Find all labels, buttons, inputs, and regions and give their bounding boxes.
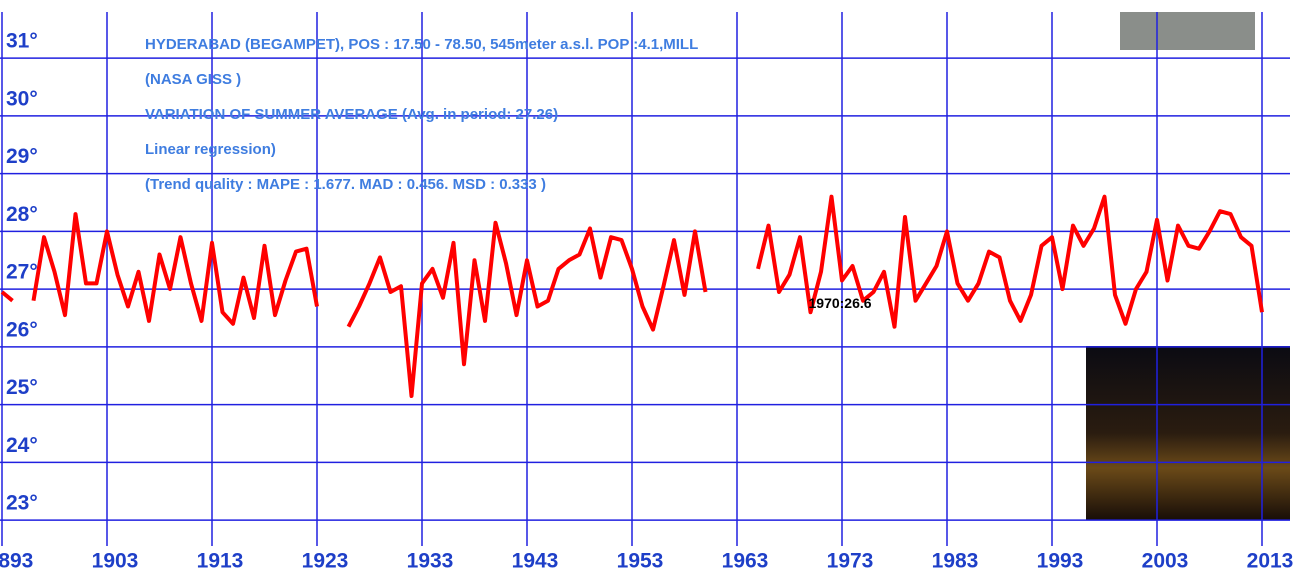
x-tick-label: 1903	[92, 550, 139, 572]
x-tick-label: 1893	[0, 550, 33, 572]
data-line	[0, 194, 1264, 398]
y-tick-label: 29°	[6, 145, 38, 168]
x-tick-label: 2003	[1142, 550, 1189, 572]
y-tick-label: 30°	[6, 87, 38, 110]
annotation: 1970:26.6	[809, 295, 872, 311]
x-tick-label: 1923	[302, 550, 349, 572]
subtitle: VARIATION OF SUMMER AVERAGE (Avg. in per…	[145, 106, 558, 123]
x-tick-label: 1913	[197, 550, 244, 572]
y-tick-label: 25°	[6, 376, 38, 399]
y-tick-label: 23°	[6, 492, 38, 515]
x-tick-label: 1983	[932, 550, 979, 572]
x-tick-label: 1963	[722, 550, 769, 572]
x-tick-label: 1943	[512, 550, 559, 572]
x-tick-label: 1993	[1037, 550, 1084, 572]
y-tick-label: 27°	[6, 261, 38, 284]
y-tick-label: 24°	[6, 434, 38, 457]
subtitle: (NASA GISS )	[145, 71, 241, 88]
y-tick-label: 28°	[6, 203, 38, 226]
x-tick-label: 1933	[407, 550, 454, 572]
logo	[1120, 12, 1255, 50]
x-tick-label: 2013	[1247, 550, 1294, 572]
x-tick-label: 1973	[827, 550, 874, 572]
x-tick-label: 1953	[617, 550, 664, 572]
subtitle: (Trend quality : MAPE : 1.677. MAD : 0.4…	[145, 176, 546, 193]
y-tick-label: 31°	[6, 30, 38, 53]
chart-title: HYDERABAD (BEGAMPET), POS : 17.50 - 78.5…	[145, 36, 698, 53]
y-tick-label: 26°	[6, 318, 38, 341]
subtitle: Linear regression)	[145, 141, 276, 158]
inset-photo	[1086, 346, 1290, 520]
